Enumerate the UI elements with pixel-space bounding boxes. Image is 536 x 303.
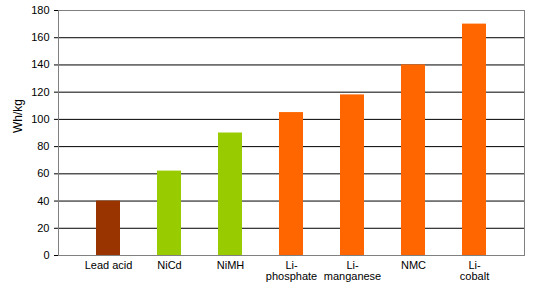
svg-text:Li-manganese: Li-manganese [324,259,382,282]
svg-text:100: 100 [31,113,49,125]
svg-text:160: 160 [31,31,49,43]
svg-text:Li-phosphate: Li-phosphate [266,259,317,282]
svg-text:NiCd: NiCd [157,259,181,271]
svg-text:60: 60 [37,167,49,179]
svg-text:0: 0 [43,249,49,261]
svg-text:NMC: NMC [401,259,426,271]
svg-text:Li-cobalt: Li-cobalt [460,259,489,282]
svg-text:80: 80 [37,140,49,152]
svg-text:140: 140 [31,58,49,70]
svg-text:NiMH: NiMH [217,259,245,271]
svg-text:Lead acid: Lead acid [85,259,133,271]
svg-text:20: 20 [37,222,49,234]
svg-text:180: 180 [31,4,49,16]
svg-text:40: 40 [37,195,49,207]
svg-text:120: 120 [31,86,49,98]
svg-text:Wh/kg: Wh/kg [11,99,25,133]
